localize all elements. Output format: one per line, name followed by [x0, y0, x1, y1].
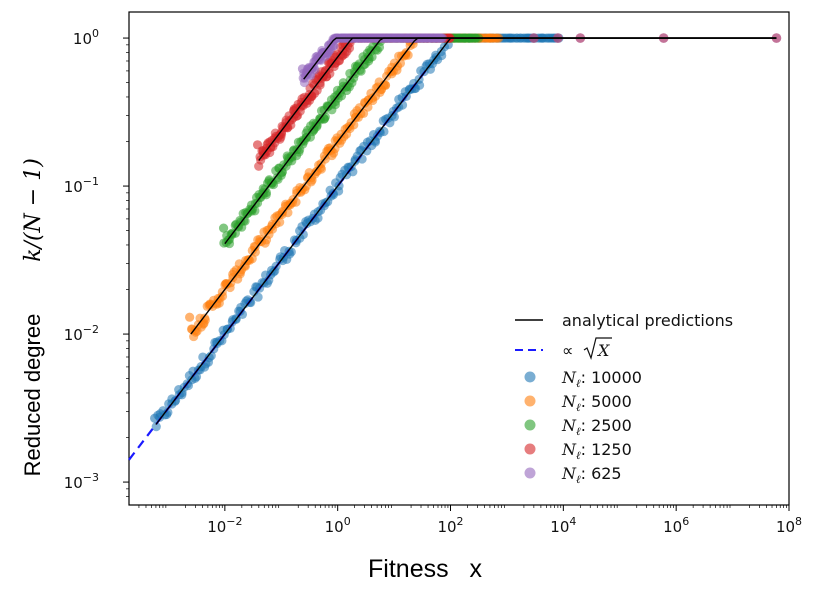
series-1250-points [252, 33, 455, 171]
analytical-line-10000 [155, 37, 777, 425]
legend-sqrt-radical [583, 337, 612, 360]
y-tick-label: 10−3 [64, 471, 99, 492]
y-axis-title-math: k/(N − 1) [21, 158, 46, 262]
legend-swatch-5000 [524, 395, 536, 407]
x-tick-label: 100 [325, 515, 351, 536]
point-625-lowest [297, 64, 308, 74]
x-tick-label: 104 [550, 515, 576, 536]
point-5000-lowest [185, 312, 195, 322]
legend-label-625: Nℓ: 625 [561, 464, 622, 486]
legend-sqrt-prefix: ∝ [562, 341, 579, 360]
tail-point [771, 33, 782, 43]
point-5000 [291, 197, 301, 207]
point-5000 [250, 247, 260, 257]
x-axis-ticks: 10−2 100 102 104 106 108 [138, 505, 802, 536]
x-tick-label: 102 [437, 515, 463, 536]
legend-label-2500: Nℓ: 2500 [561, 416, 632, 438]
plot-frame [128, 11, 790, 506]
analytical-line-5000 [190, 37, 777, 335]
legend-sqrt-label: ∝ [562, 341, 579, 360]
point-2500 [250, 206, 260, 216]
point-10000 [414, 80, 425, 90]
point-10000 [253, 292, 263, 302]
x-tick-label: 108 [776, 515, 802, 536]
legend-label-10000: Nℓ: 10000 [561, 368, 642, 390]
point-10000 [379, 126, 389, 137]
legend-label-5000: Nℓ: 5000 [561, 392, 632, 414]
point-10000 [151, 422, 161, 432]
point-2500 [261, 190, 271, 200]
legend-analytical-label: analytical predictions [562, 311, 733, 330]
point-2500-lowest [218, 223, 229, 233]
y-axis-title: Reduced degree k/(N − 1) [20, 158, 46, 476]
point-10000 [397, 100, 408, 110]
point-5000 [403, 50, 413, 60]
legend-swatch-625 [524, 467, 536, 479]
legend-swatch-1250 [524, 443, 536, 455]
x-tick-label: 10−2 [207, 515, 242, 536]
legend-sqrt-var: X [596, 341, 610, 360]
point-10000 [237, 309, 248, 320]
legend: analytical predictions ∝ X Nℓ: 10000Nℓ: … [515, 311, 733, 486]
x-axis-title: Fitness x [368, 555, 482, 583]
x-tick-label: 106 [663, 515, 689, 536]
y-tick-label: 10−1 [64, 175, 99, 196]
point-1250-lowest [252, 140, 263, 150]
y-axis-ticks: 10−3 10−2 10−1 100 [64, 27, 129, 497]
point-10000 [298, 229, 308, 240]
analytical-line-625 [303, 37, 777, 80]
scatter-layer [150, 33, 782, 432]
y-axis-title-text: Reduced degree [20, 314, 45, 477]
point-2500 [240, 216, 250, 226]
legend-swatch-10000 [524, 371, 536, 383]
point-1250 [286, 120, 296, 130]
point-5000 [380, 80, 390, 90]
legend-swatch-2500 [524, 419, 536, 431]
legend-label-1250: Nℓ: 1250 [561, 440, 632, 462]
analytical-layer [155, 37, 777, 425]
point-10000-lowest [150, 413, 160, 423]
y-tick-label: 10−2 [64, 323, 99, 344]
series-10000-points [150, 33, 564, 432]
point-10000 [437, 50, 447, 61]
y-tick-label: 100 [73, 27, 99, 48]
point-5000 [395, 58, 406, 68]
tail-point-overlay [771, 33, 782, 43]
